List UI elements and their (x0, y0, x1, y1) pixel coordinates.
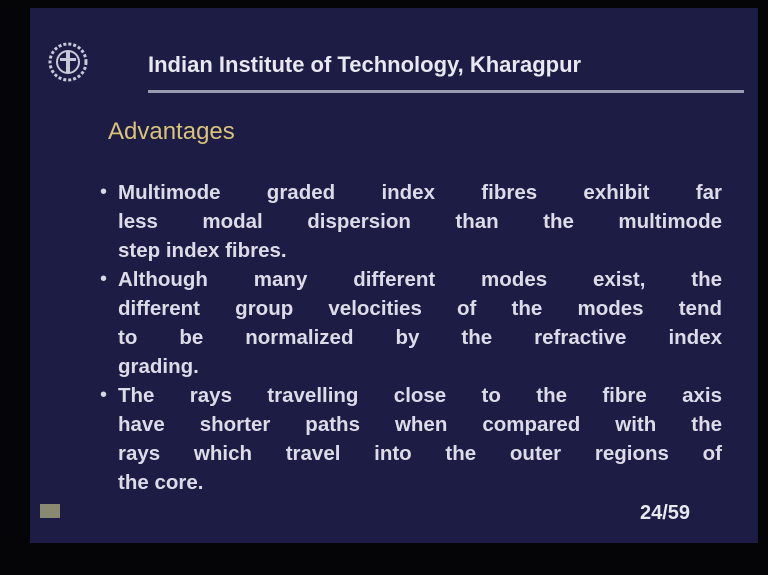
bullet-line: different group velocities of the modes … (118, 297, 722, 320)
section-heading: Advantages (108, 118, 235, 145)
logo (48, 42, 88, 82)
bullet-line: Multimode graded index fibres exhibit fa… (118, 181, 722, 204)
bullet-line: rays which travel into the outer regions… (118, 442, 722, 465)
bullet-line: less modal dispersion than the multimode (118, 210, 722, 233)
bullet: The rays travelling close to the fibre a… (100, 381, 722, 497)
bullet-line: step index fibres. (118, 239, 287, 262)
bullet-line: the core. (118, 471, 204, 494)
bullet-list: Multimode graded index fibres exhibit fa… (100, 178, 722, 497)
page-number: 24/59 (640, 502, 691, 524)
bullet-line: grading. (118, 355, 199, 378)
bullet-line: Although many different modes exist, the (118, 268, 722, 291)
footer-icon (40, 504, 60, 518)
bullet: Although many different modes exist, the… (100, 265, 722, 381)
slide: Indian Institute of Technology, Kharagpu… (30, 8, 758, 543)
header-rule (148, 90, 744, 93)
header-title: Indian Institute of Technology, Kharagpu… (148, 52, 582, 77)
bullet-line: The rays travelling close to the fibre a… (118, 384, 722, 407)
bullet: Multimode graded index fibres exhibit fa… (100, 178, 722, 265)
bullet-line: have shorter paths when compared with th… (118, 413, 722, 436)
bullet-line: to be normalized by the refractive index (118, 326, 722, 349)
